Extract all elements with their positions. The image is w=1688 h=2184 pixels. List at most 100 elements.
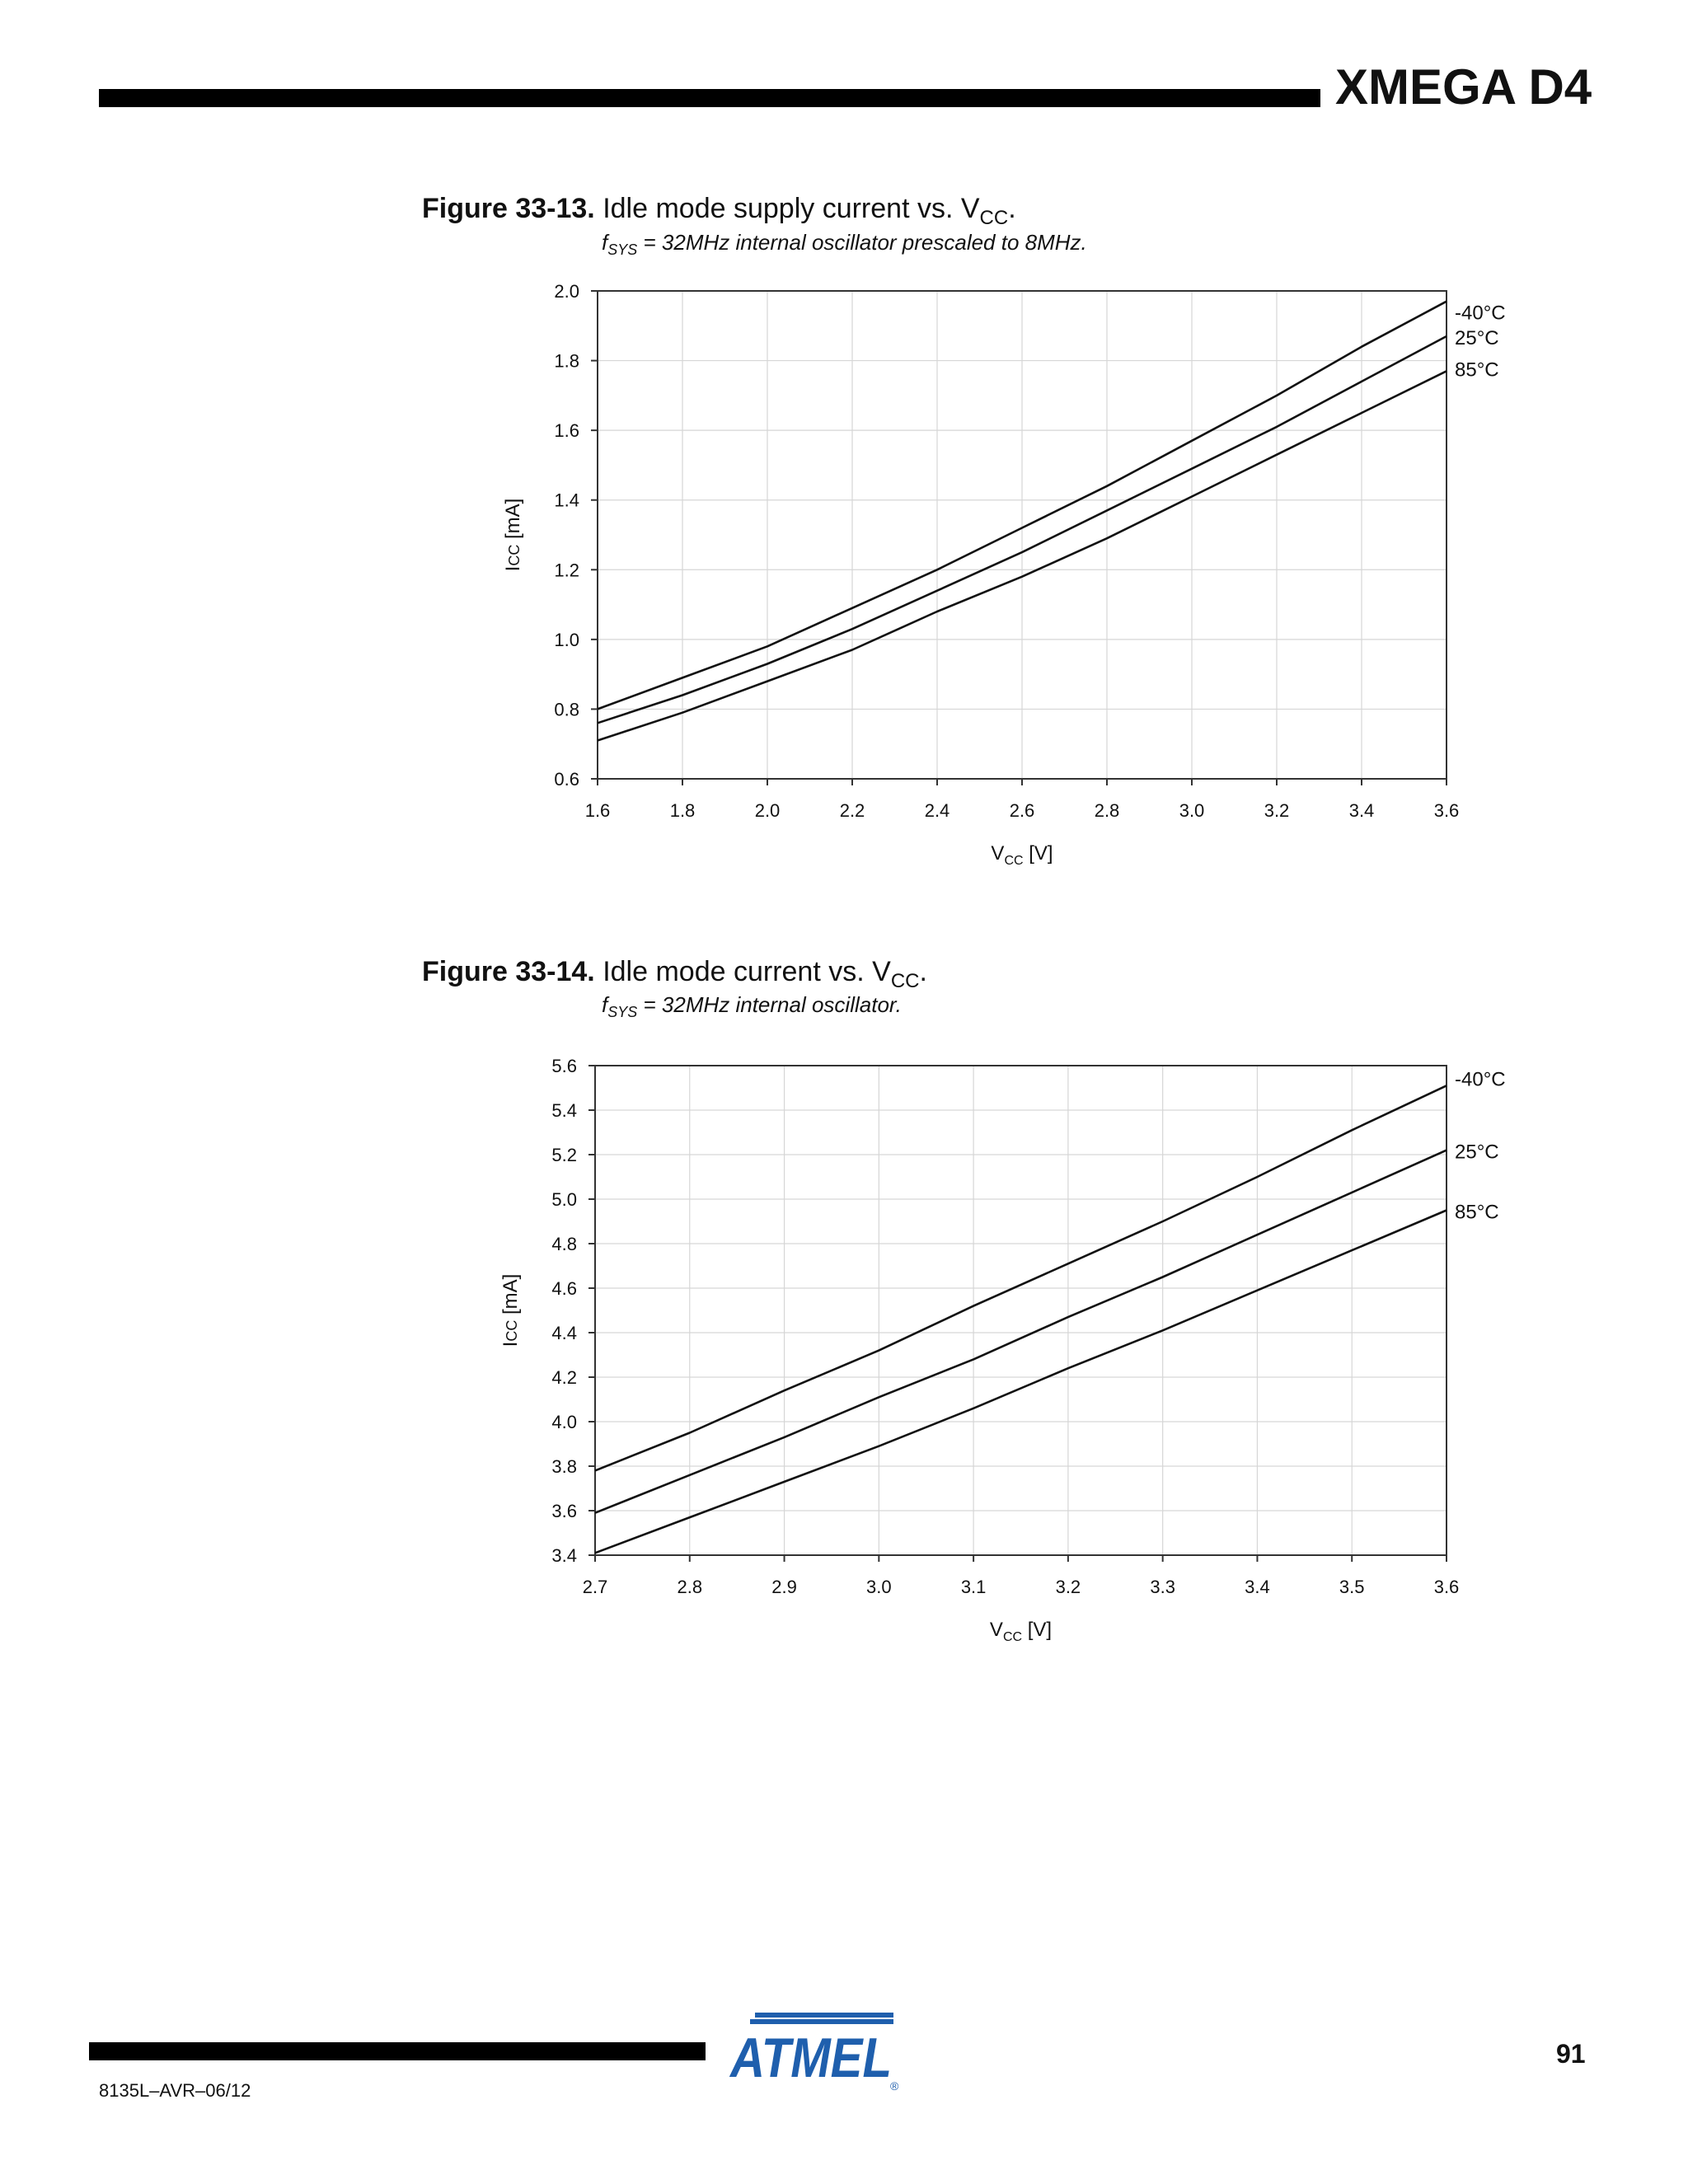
x-tick-label: 2.2 — [840, 800, 865, 821]
series-label: 25°C — [1455, 327, 1499, 349]
subtitle-f: f — [602, 230, 608, 255]
svg-text:®: ® — [890, 2079, 898, 2092]
series-label: -40°C — [1455, 302, 1506, 325]
document-title: XMEGA D4 — [1335, 59, 1592, 115]
header-rule — [99, 89, 1320, 107]
subtitle-f: f — [602, 992, 608, 1017]
x-tick-label: 2.9 — [771, 1577, 797, 1597]
figure-33-14-subtitle: fSYS = 32MHz internal oscillator. — [602, 994, 902, 1019]
y-axis-label-subscript: CC — [506, 545, 523, 566]
figure-title-subscript: CC — [979, 206, 1009, 229]
y-tick-label: 5.2 — [551, 1145, 577, 1165]
x-tick-label: 1.8 — [670, 800, 696, 821]
x-tick-label: 3.6 — [1434, 1577, 1460, 1597]
x-axis-label: VCC [V] — [991, 842, 1053, 868]
series-line-1 — [594, 1149, 1447, 1514]
x-tick-label: 3.4 — [1349, 800, 1375, 821]
y-tick-label: 0.6 — [554, 769, 579, 790]
y-axis-label: ICC [mA] — [499, 1274, 522, 1347]
figure-label: Figure 33-14. — [422, 956, 595, 987]
figure-title-end: . — [1008, 193, 1016, 224]
subtitle-text: = 32MHz internal oscillator prescaled to… — [637, 230, 1087, 255]
y-axis-label-main: I — [502, 566, 524, 572]
y-tick-label: 0.8 — [554, 699, 579, 719]
x-tick-label: 3.0 — [866, 1577, 892, 1597]
series-label: 85°C — [1455, 1202, 1499, 1224]
y-tick-label: 1.8 — [554, 351, 579, 372]
y-tick-label: 1.6 — [554, 420, 579, 441]
y-axis-label-main: I — [499, 1342, 522, 1347]
x-tick-label: 1.6 — [585, 800, 611, 821]
y-tick-label: 5.4 — [551, 1100, 577, 1121]
page-number: 91 — [1556, 2039, 1586, 2069]
y-axis-label-unit: [mA] — [499, 1274, 522, 1320]
series-line-0 — [594, 1085, 1447, 1472]
y-tick-label: 4.4 — [551, 1323, 577, 1343]
figure-title: Idle mode supply current vs. V — [603, 193, 980, 224]
series-label: 85°C — [1455, 359, 1499, 381]
series-line-2 — [594, 1209, 1447, 1554]
x-axis-label: VCC [V] — [990, 1619, 1052, 1644]
x-axis-label-unit: [V] — [1024, 842, 1053, 865]
svg-text:ATMEL: ATMEL — [729, 2027, 892, 2089]
x-tick-label: 3.3 — [1150, 1577, 1175, 1597]
x-tick-label: 3.1 — [961, 1577, 987, 1597]
figure-33-13-caption: Figure 33-13. Idle mode supply current v… — [422, 194, 1016, 228]
figure-33-14-caption: Figure 33-14. Idle mode current vs. VCC. — [422, 958, 927, 991]
figure-title-subscript: CC — [890, 969, 920, 992]
y-tick-label: 1.2 — [554, 560, 579, 580]
y-tick-label: 4.0 — [551, 1412, 577, 1432]
x-axis-label-subscript: CC — [1003, 1630, 1022, 1644]
subtitle-subscript: SYS — [607, 241, 638, 259]
y-tick-label: 3.6 — [551, 1501, 577, 1521]
x-tick-label: 2.4 — [925, 800, 950, 821]
x-tick-label: 2.0 — [755, 800, 781, 821]
x-tick-label: 3.0 — [1179, 800, 1205, 821]
y-axis-label: ICC [mA] — [502, 499, 524, 572]
x-tick-label: 3.2 — [1264, 800, 1290, 821]
y-tick-label: 4.2 — [551, 1367, 577, 1388]
y-tick-label: 1.0 — [554, 630, 579, 650]
y-tick-label: 5.0 — [551, 1189, 577, 1210]
series-label: 25°C — [1455, 1141, 1499, 1164]
grid — [594, 1065, 1447, 1556]
footer-rule — [89, 2042, 706, 2060]
x-tick-label: 3.4 — [1245, 1577, 1270, 1597]
y-tick-label: 3.4 — [551, 1545, 577, 1566]
x-axis-label-subscript: CC — [1004, 854, 1023, 868]
x-axis-label-unit: [V] — [1022, 1619, 1052, 1641]
y-tick-label: 1.4 — [554, 490, 579, 511]
series-line-0 — [597, 300, 1447, 710]
x-tick-label: 3.6 — [1434, 800, 1460, 821]
x-tick-label: 3.5 — [1339, 1577, 1365, 1597]
x-axis-label-main: V — [991, 842, 1004, 865]
document-code: 8135L–AVR–06/12 — [99, 2080, 251, 2101]
x-tick-label: 2.8 — [1095, 800, 1120, 821]
y-tick-label: 4.8 — [551, 1234, 577, 1254]
figure-33-13-subtitle: fSYS = 32MHz internal oscillator prescal… — [602, 232, 1087, 257]
series-label: -40°C — [1455, 1068, 1506, 1090]
figure-title: Idle mode current vs. V — [603, 956, 891, 987]
x-axis-label-main: V — [990, 1619, 1003, 1641]
plot-frame — [594, 1065, 1447, 1556]
x-tick-label: 3.2 — [1056, 1577, 1081, 1597]
y-axis-label-unit: [mA] — [502, 499, 524, 545]
y-axis-label-subscript: CC — [504, 1320, 520, 1342]
subtitle-subscript: SYS — [607, 1004, 638, 1021]
x-tick-label: 2.6 — [1010, 800, 1035, 821]
x-tick-label: 2.7 — [583, 1577, 608, 1597]
y-tick-label: 5.6 — [551, 1056, 577, 1076]
y-tick-label: 4.6 — [551, 1278, 577, 1299]
y-tick-label: 2.0 — [554, 281, 579, 302]
grid — [597, 290, 1447, 780]
figure-title-end: . — [919, 956, 927, 987]
series-line-1 — [597, 335, 1447, 724]
plot-frame — [597, 290, 1447, 780]
figure-label: Figure 33-13. — [422, 193, 595, 224]
subtitle-text: = 32MHz internal oscillator. — [637, 992, 902, 1017]
y-tick-label: 3.8 — [551, 1456, 577, 1477]
series-line-2 — [597, 370, 1447, 742]
x-tick-label: 2.8 — [677, 1577, 702, 1597]
